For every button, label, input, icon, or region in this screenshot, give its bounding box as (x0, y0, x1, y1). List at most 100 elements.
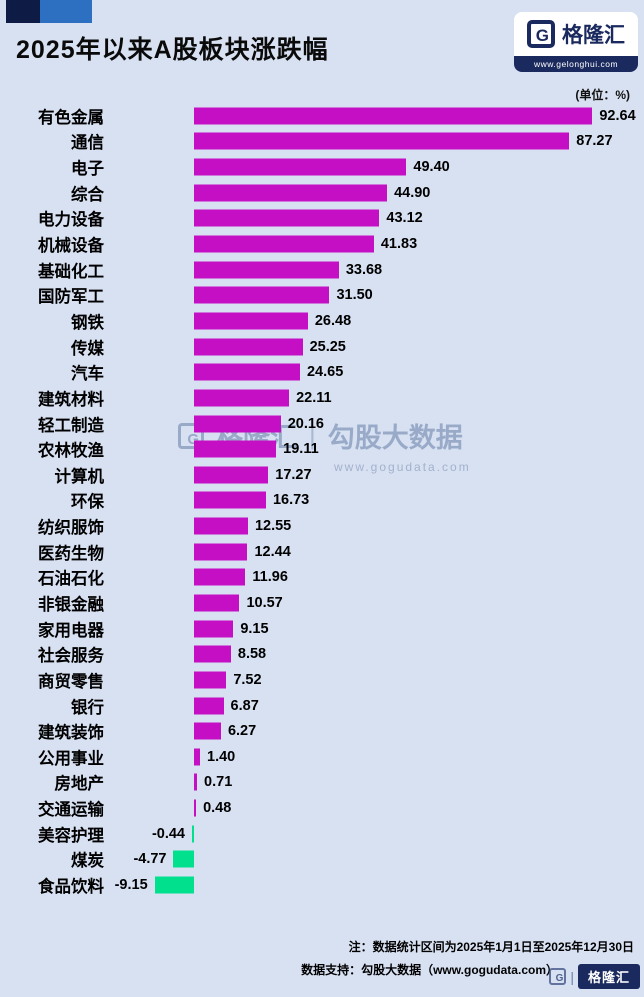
bar-area: 33.68 (112, 257, 644, 283)
positive-bar (194, 594, 240, 612)
value-label: 0.48 (203, 800, 232, 817)
category-label: 房地产 (54, 775, 105, 794)
category-label: 建筑材料 (38, 390, 104, 409)
category-label: 社会服务 (38, 647, 104, 666)
bar-area: 92.64 (112, 103, 644, 129)
positive-bar (194, 748, 201, 766)
category-label: 公用事业 (38, 749, 104, 768)
watermark-partner: 勾股大数据 (327, 423, 463, 453)
bar-area: 6.87 (112, 693, 644, 719)
category-label: 通信 (71, 134, 104, 153)
bar-area: 87.27 (112, 129, 644, 155)
chart-row: 传媒 25.25 (0, 334, 644, 360)
bar-area: -4.77 (112, 847, 644, 873)
value-label: 8.58 (237, 646, 267, 663)
value-label: 6.27 (227, 723, 257, 740)
gelonghui-logo-top: G 格隆汇 (514, 12, 638, 56)
category-label: 石油石化 (38, 570, 104, 589)
value-label: 12.55 (254, 518, 292, 535)
decoration-dark-square (6, 0, 40, 23)
category-label: 美容护理 (38, 826, 104, 845)
chart-row: 电子 49.40 (0, 154, 644, 180)
negative-bar (192, 825, 194, 843)
value-label: 43.12 (386, 210, 423, 227)
bar-chart: 有色金属 92.64 通信 87.27 电子 49.40 综合 44.90 电力设备 43.12 机… (0, 103, 644, 898)
positive-bar (194, 671, 227, 689)
positive-bar (194, 517, 248, 535)
bar-area: 12.55 (112, 513, 644, 539)
chart-row: 国防军工 31.50 (0, 282, 644, 308)
bar-area: 17.27 (112, 462, 644, 488)
value-label: -9.15 (114, 877, 148, 894)
gelonghui-g-icon: G (527, 20, 555, 48)
negative-bar (154, 876, 194, 894)
positive-bar (194, 722, 221, 740)
positive-bar (194, 132, 570, 150)
category-label: 汽车 (71, 365, 104, 384)
chart-row: 有色金属 92.64 (0, 103, 644, 129)
bar-area: 31.50 (112, 282, 644, 308)
positive-bar (194, 440, 277, 458)
positive-bar (194, 697, 224, 715)
category-label: 传媒 (71, 339, 104, 358)
chart-row: 通信 87.27 (0, 129, 644, 155)
chart-row: 计算机 17.27 (0, 462, 644, 488)
category-label: 煤炭 (71, 852, 104, 871)
chart-row: 社会服务 8.58 (0, 641, 644, 667)
bar-area: 6.27 (112, 718, 644, 744)
value-label: -4.77 (133, 851, 167, 868)
value-label: 22.11 (296, 389, 332, 406)
value-label: 16.73 (272, 492, 310, 509)
bar-area: 1.40 (112, 744, 644, 770)
gelonghui-logo: G 格隆汇 www.gelonghui.com (514, 12, 638, 72)
page-title: 2025年以来A股板块涨跌幅 (16, 36, 329, 64)
bar-area: 20.16 (112, 411, 644, 437)
negative-bar (173, 850, 194, 868)
chart-row: 环保 16.73 (0, 488, 644, 514)
bar-area: 11.96 (112, 565, 644, 591)
category-label: 基础化工 (38, 262, 104, 281)
chart-row: 石油石化 11.96 (0, 565, 644, 591)
chart-row: 电力设备 43.12 (0, 206, 644, 232)
chart-row: 汽车 24.65 (0, 359, 644, 385)
bar-area: 49.40 (112, 154, 644, 180)
corner-g-icon: G (549, 968, 567, 985)
value-label: 44.90 (394, 184, 431, 201)
corner-separator: | (570, 968, 574, 985)
chart-row: 钢铁 26.48 (0, 308, 644, 334)
positive-bar (194, 338, 303, 356)
corner-brand-badge: 格隆汇 (577, 964, 640, 989)
bar-area: -0.44 (112, 821, 644, 847)
center-watermark: G 格隆汇 | 勾股大数据 www.gogudata.com (178, 416, 471, 474)
bar-area: 25.25 (112, 334, 644, 360)
value-label: -0.44 (151, 825, 185, 842)
chart-row: 非银金融 10.57 (0, 590, 644, 616)
chart-row: 建筑材料 22.11 (0, 385, 644, 411)
value-label: 26.48 (314, 312, 352, 329)
bar-area: 24.65 (112, 359, 644, 385)
value-label: 12.44 (254, 543, 291, 560)
category-label: 纺织服饰 (38, 519, 104, 538)
footnote-data-support: 数据支持：勾股大数据（www.gogudata.com） (301, 963, 558, 977)
positive-bar (194, 389, 290, 407)
chart-row: 轻工制造 20.16 (0, 411, 644, 437)
chart-row: 农林牧渔 19.11 (0, 436, 644, 462)
bar-area: 44.90 (112, 180, 644, 206)
unit-label: (单位：%) (575, 88, 630, 102)
positive-bar (194, 466, 269, 484)
chart-row: 机械设备 41.83 (0, 231, 644, 257)
value-label: 1.40 (207, 748, 236, 765)
positive-bar (194, 261, 339, 279)
chart-row: 公用事业 1.40 (0, 744, 644, 770)
value-label: 11.96 (252, 569, 288, 586)
value-label: 41.83 (380, 236, 418, 253)
bar-area: 10.57 (112, 590, 644, 616)
positive-bar (194, 620, 234, 638)
value-label: 25.25 (309, 338, 346, 355)
positive-bar (194, 158, 407, 176)
chart-row: 纺织服饰 12.55 (0, 513, 644, 539)
category-label: 食品饮料 (38, 878, 104, 897)
positive-bar (194, 568, 246, 586)
category-label: 医药生物 (38, 544, 104, 563)
